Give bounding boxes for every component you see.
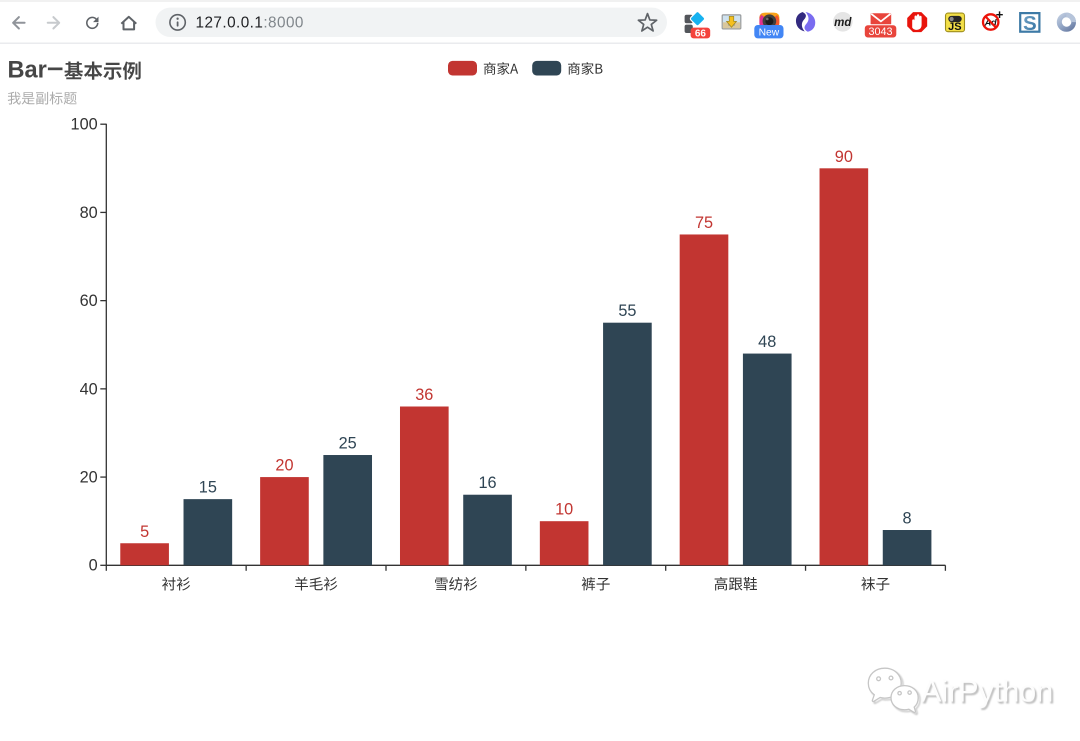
svg-text:0: 0: [89, 557, 98, 575]
svg-text:3043: 3043: [868, 26, 892, 38]
svg-text:5: 5: [140, 523, 149, 541]
svg-text:127.0.0.1:8000: 127.0.0.1:8000: [196, 14, 304, 31]
svg-text:90: 90: [835, 148, 853, 166]
svg-text:25: 25: [339, 435, 357, 453]
svg-text:75: 75: [695, 214, 713, 232]
svg-text:AirPython: AirPython: [923, 676, 1055, 710]
svg-text:JS: JS: [948, 21, 961, 33]
svg-text:100: 100: [71, 116, 98, 134]
svg-text:8: 8: [903, 510, 912, 528]
svg-text:S: S: [1023, 12, 1037, 35]
svg-text:60: 60: [80, 292, 98, 310]
svg-text:Bar: Bar: [8, 58, 47, 84]
svg-text:40: 40: [80, 380, 98, 398]
svg-text:20: 20: [80, 468, 98, 486]
svg-text:55: 55: [618, 302, 636, 320]
svg-text:48: 48: [758, 333, 776, 351]
svg-text:md: md: [834, 17, 852, 29]
svg-text:20: 20: [275, 457, 293, 475]
svg-text:80: 80: [80, 204, 98, 222]
svg-text:15: 15: [199, 479, 217, 497]
svg-text:+: +: [996, 7, 1004, 22]
svg-text:AirPython: AirPython: [921, 675, 1053, 709]
svg-text:36: 36: [415, 386, 433, 404]
svg-text:16: 16: [478, 474, 496, 492]
svg-text:10: 10: [555, 501, 573, 519]
svg-text:New: New: [759, 27, 780, 38]
svg-text:66: 66: [695, 28, 707, 39]
